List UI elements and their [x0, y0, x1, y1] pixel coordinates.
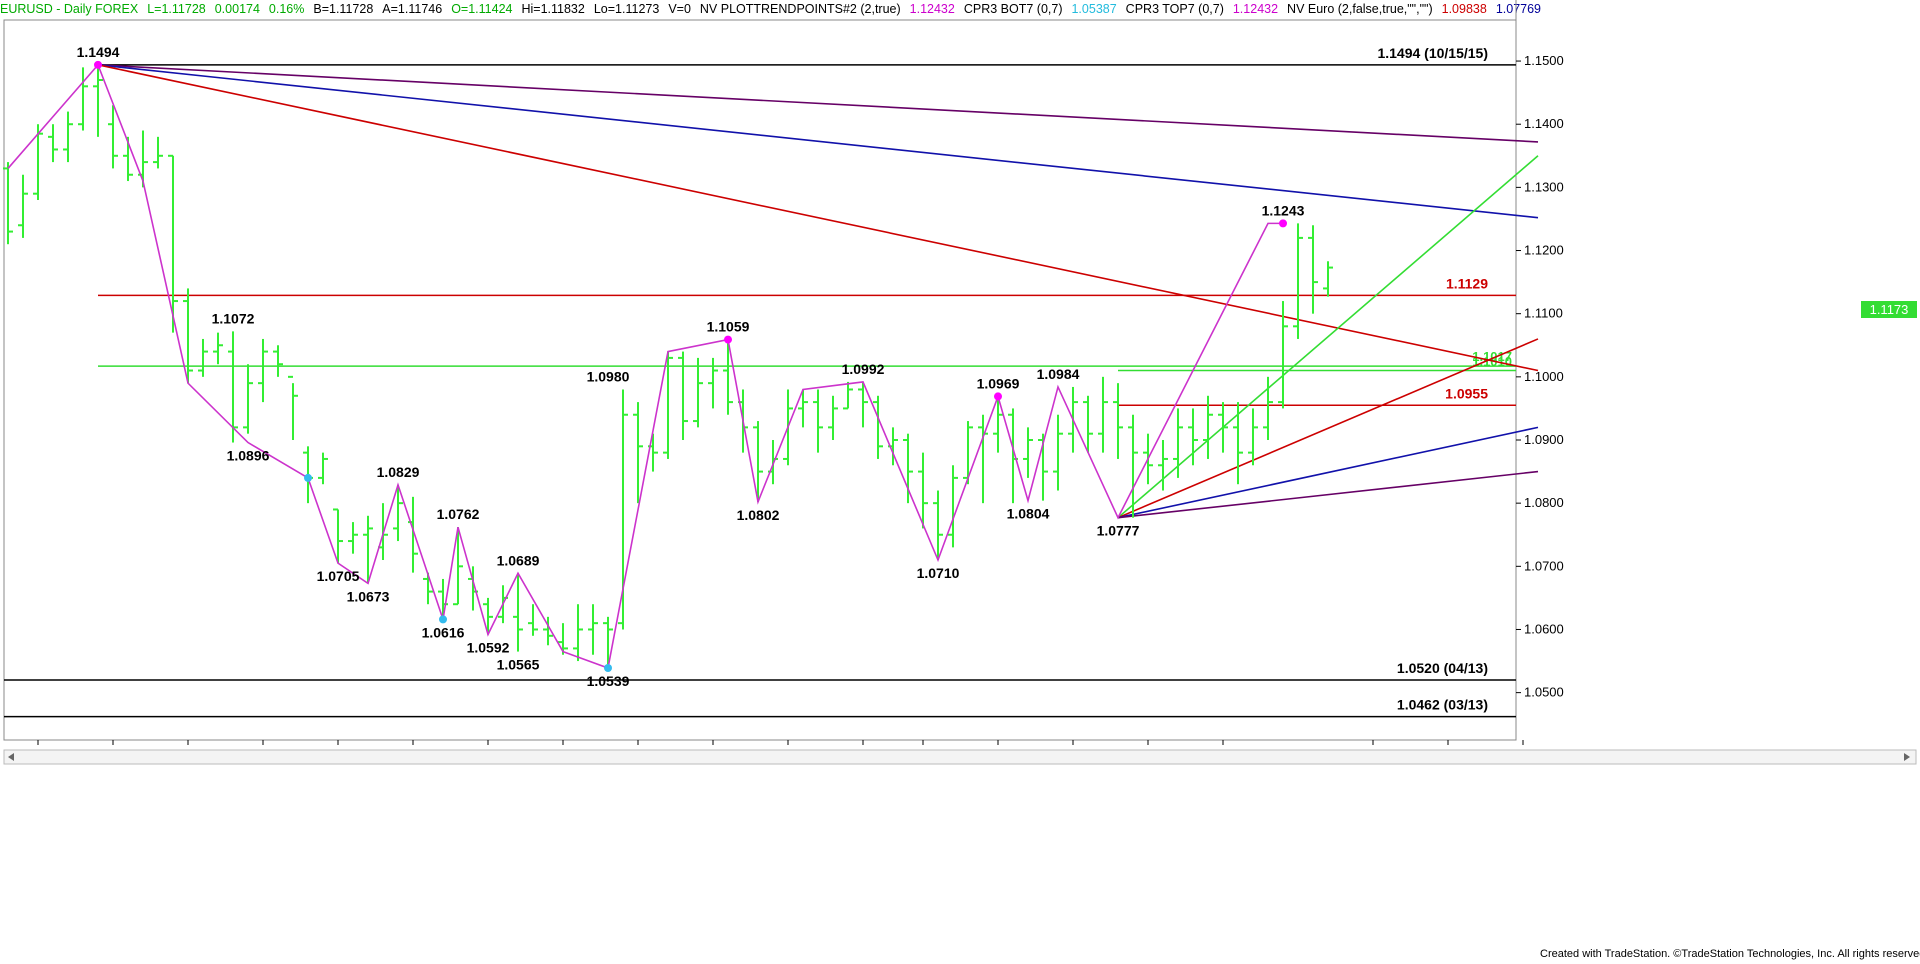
header-field: NV PLOTTRENDPOINTS#2 (2,true) — [699, 2, 901, 16]
header-field: B=1.11728 — [313, 2, 374, 16]
level-label: 1.1494 (10/15/15) — [1377, 45, 1488, 61]
header-field: A=1.11746 — [382, 2, 443, 16]
swing-price-label: 1.0829 — [377, 464, 420, 480]
header-field: EURUSD - Daily FOREX — [0, 2, 139, 16]
swing-price-label: 1.0802 — [737, 507, 780, 523]
swing-price-label: 1.0992 — [842, 361, 885, 377]
header-field: 1.07769 — [1495, 2, 1541, 16]
swing-price-label: 1.1059 — [707, 319, 750, 335]
copyright-footer: Created with TradeStation. ©TradeStation… — [1540, 948, 1920, 960]
trend-line — [1117, 155, 1539, 519]
level-label: 1.1129 — [1446, 275, 1488, 291]
level-label-overlap: 1.1010 — [1472, 354, 1512, 369]
swing-price-label: 1.0762 — [437, 506, 480, 522]
scroll-right-icon[interactable] — [1904, 753, 1910, 761]
swing-price-label: 1.1494 — [77, 44, 120, 60]
swing-zigzag-line — [7, 63, 1283, 670]
y-tick-label: 1.1500 — [1524, 53, 1564, 68]
swing-price-label: 1.0705 — [317, 568, 360, 584]
trend-line — [1117, 470, 1539, 519]
swing-price-label: 1.0777 — [1097, 523, 1140, 539]
trend-line — [97, 64, 1539, 143]
swing-price-label: 1.0969 — [977, 375, 1020, 391]
swing-price-label: 1.0804 — [1007, 506, 1050, 522]
header-field: 1.12432 — [1232, 2, 1279, 16]
header-field: 1.09838 — [1441, 2, 1487, 16]
swing-price-label: 1.1072 — [212, 310, 255, 326]
header-field: V=0 — [668, 2, 691, 16]
swing-price-label: 1.0565 — [497, 657, 540, 673]
swing-price-label: 1.0896 — [227, 448, 270, 464]
header-field: Lo=1.11273 — [593, 2, 660, 16]
y-tick-label: 1.1200 — [1524, 243, 1564, 258]
swing-point-dot — [304, 473, 312, 482]
header-field: 1.05387 — [1071, 2, 1117, 16]
y-tick-label: 1.0700 — [1524, 558, 1564, 573]
level-label: 1.0520 (04/13) — [1397, 660, 1488, 676]
swing-price-label: 1.0539 — [587, 673, 630, 689]
swing-price-label: 1.0673 — [347, 588, 390, 604]
swing-point-dot — [604, 664, 612, 672]
trend-line — [97, 64, 1539, 219]
swing-point-dot — [439, 615, 447, 624]
y-tick-label: 1.0600 — [1524, 621, 1564, 636]
y-tick-label: 1.0500 — [1524, 685, 1564, 700]
swing-point-dot — [994, 392, 1002, 401]
header-field: CPR3 BOT7 (0,7) — [963, 2, 1063, 16]
y-tick-label: 1.0900 — [1524, 432, 1564, 447]
header-field: 0.16% — [268, 2, 305, 16]
chart-header: EURUSD - Daily FOREX L=1.11728 0.00174 0.16… — [0, 2, 1550, 20]
swing-price-label: 1.0689 — [497, 552, 540, 568]
y-tick-label: 1.1000 — [1524, 369, 1564, 384]
swing-point-dot — [94, 60, 102, 69]
trend-line — [97, 64, 1539, 372]
swing-point-dot — [724, 335, 732, 344]
last-price-tag: 1.1173 — [1861, 301, 1917, 318]
header-field: NV Euro (2,false,true,"","") — [1287, 2, 1433, 16]
scroll-left-icon[interactable] — [8, 753, 14, 761]
header-field: Hi=1.11832 — [521, 2, 585, 16]
header-field: 1.12432 — [909, 2, 955, 16]
header-field: L=1.11728 — [147, 2, 206, 16]
y-tick-label: 1.0800 — [1524, 495, 1564, 510]
header-field: O=1.11424 — [451, 2, 513, 16]
swing-price-label: 1.0616 — [422, 624, 465, 640]
swing-price-label: 1.0710 — [917, 565, 960, 581]
y-tick-label: 1.1100 — [1524, 306, 1563, 321]
swing-price-label: 1.0592 — [467, 640, 510, 656]
swing-point-dot — [1279, 219, 1287, 228]
header-field: CPR3 TOP7 (0,7) — [1125, 2, 1224, 16]
y-tick-label: 1.1400 — [1524, 116, 1564, 131]
y-tick-label: 1.1300 — [1524, 179, 1564, 194]
level-label: 1.0955 — [1445, 385, 1488, 401]
swing-price-label: 1.1243 — [1262, 202, 1305, 218]
level-label: 1.0462 (03/13) — [1397, 697, 1488, 713]
header-field: 0.00174 — [214, 2, 260, 16]
swing-price-label: 1.0984 — [1037, 366, 1080, 382]
horizontal-scrollbar[interactable] — [3, 749, 1917, 765]
level-label-overlap: 1.1017 — [1472, 349, 1512, 364]
trend-line — [1117, 426, 1539, 519]
trend-line — [1117, 338, 1539, 519]
swing-price-label: 1.0980 — [587, 368, 630, 384]
